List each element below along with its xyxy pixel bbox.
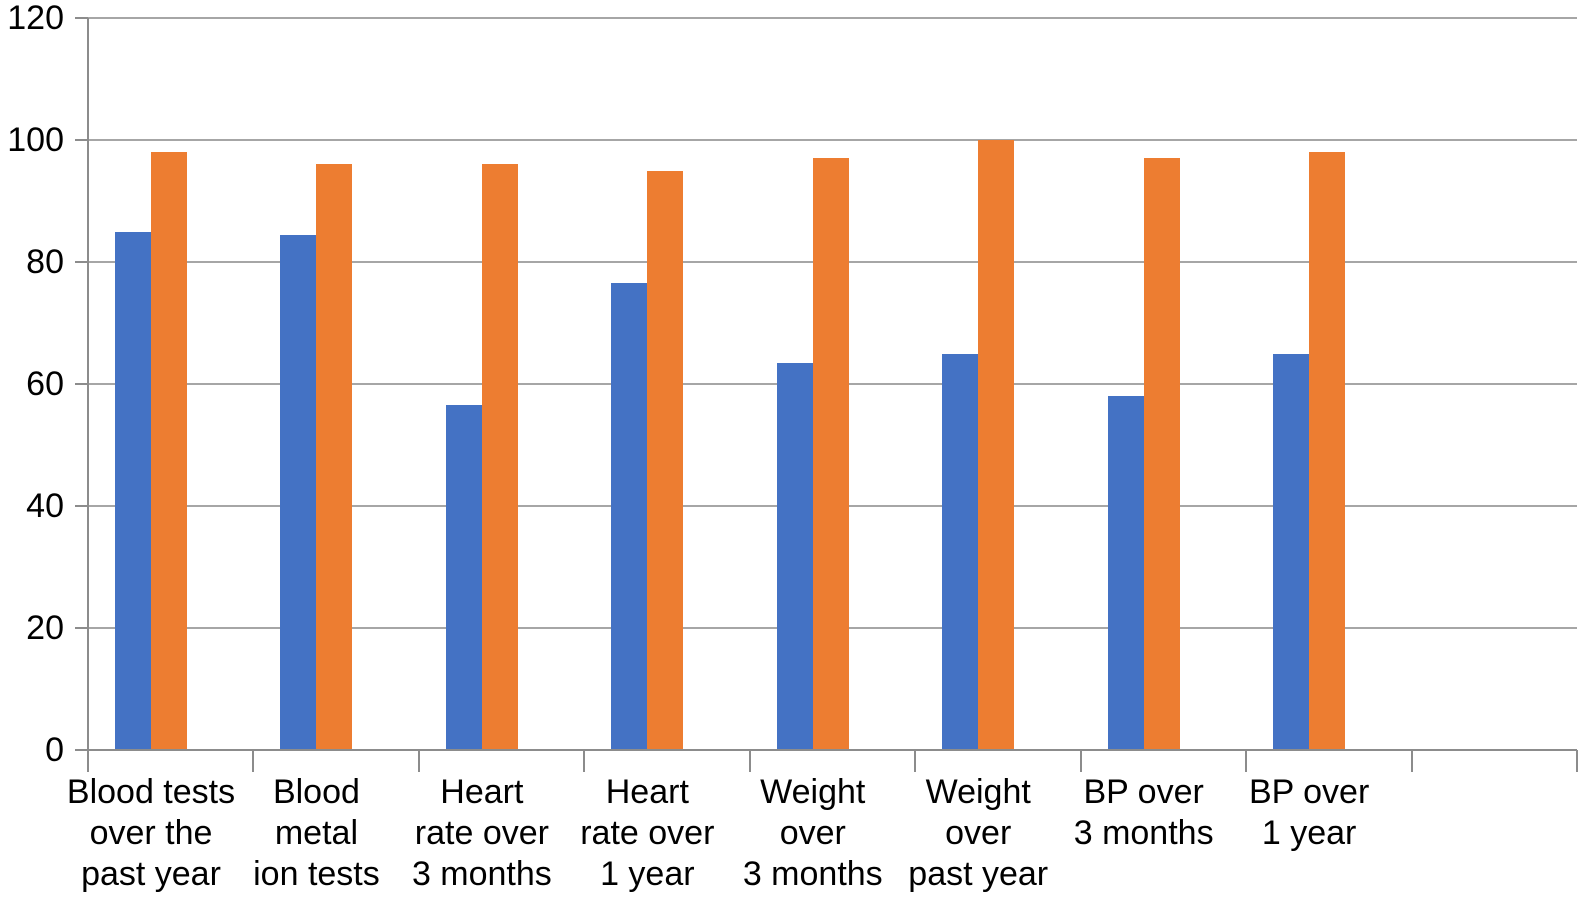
y-axis-tick-mark (75, 139, 88, 141)
bar (280, 234, 317, 750)
y-axis-label: 80 (26, 243, 64, 281)
bar (776, 362, 813, 750)
bar (942, 353, 979, 750)
y-axis-tick-mark (75, 505, 88, 507)
x-axis-tick-mark (1576, 750, 1578, 772)
y-axis-label: 120 (7, 0, 64, 37)
y-axis-tick-mark (75, 383, 88, 385)
y-axis-tick-mark (75, 749, 88, 751)
bar (1143, 158, 1180, 750)
x-axis-tick-mark (1245, 750, 1248, 772)
y-axis-label: 60 (26, 365, 64, 403)
bar (316, 164, 353, 750)
bar (978, 140, 1015, 750)
x-axis-tick-mark (748, 750, 751, 772)
bar (812, 158, 849, 750)
bar (115, 231, 151, 750)
x-axis-label: Heart rate over 3 months (411, 773, 552, 893)
bar (481, 164, 518, 750)
x-axis-tick-mark (1410, 750, 1413, 772)
bar (151, 152, 187, 750)
bar (647, 170, 684, 750)
x-axis-label: Weight over 3 months (742, 773, 883, 893)
x-axis-line (88, 749, 1577, 751)
y-axis-label: 20 (26, 609, 64, 647)
x-axis-tick-mark (417, 750, 420, 772)
x-axis-label: Blood tests over the past year (66, 773, 236, 893)
x-axis-tick-mark (583, 750, 586, 772)
bar (1273, 353, 1310, 750)
bar (611, 283, 648, 750)
x-axis-label: Blood metal ion tests (253, 773, 380, 893)
gridline (88, 17, 1577, 19)
y-axis-label: 100 (7, 121, 64, 159)
bar (445, 405, 482, 750)
x-axis-label: BP over 1 year (1248, 773, 1370, 852)
y-axis-tick-mark (75, 261, 88, 263)
x-axis-label: BP over 3 months (1073, 773, 1214, 852)
x-axis-tick-mark (252, 750, 255, 772)
x-axis-tick-mark (914, 750, 917, 772)
gridline (88, 139, 1577, 141)
y-axis-tick-mark (75, 627, 88, 629)
y-axis-tick-mark (75, 17, 88, 19)
bar (1309, 152, 1346, 750)
y-axis-line (87, 18, 89, 772)
x-axis-label: Weight over past year (908, 773, 1049, 893)
x-axis-tick-mark (1079, 750, 1082, 772)
bar (1107, 396, 1144, 750)
x-axis-label: Heart rate over 1 year (580, 773, 715, 893)
y-axis-label: 0 (45, 731, 64, 769)
y-axis-label: 40 (26, 487, 64, 525)
